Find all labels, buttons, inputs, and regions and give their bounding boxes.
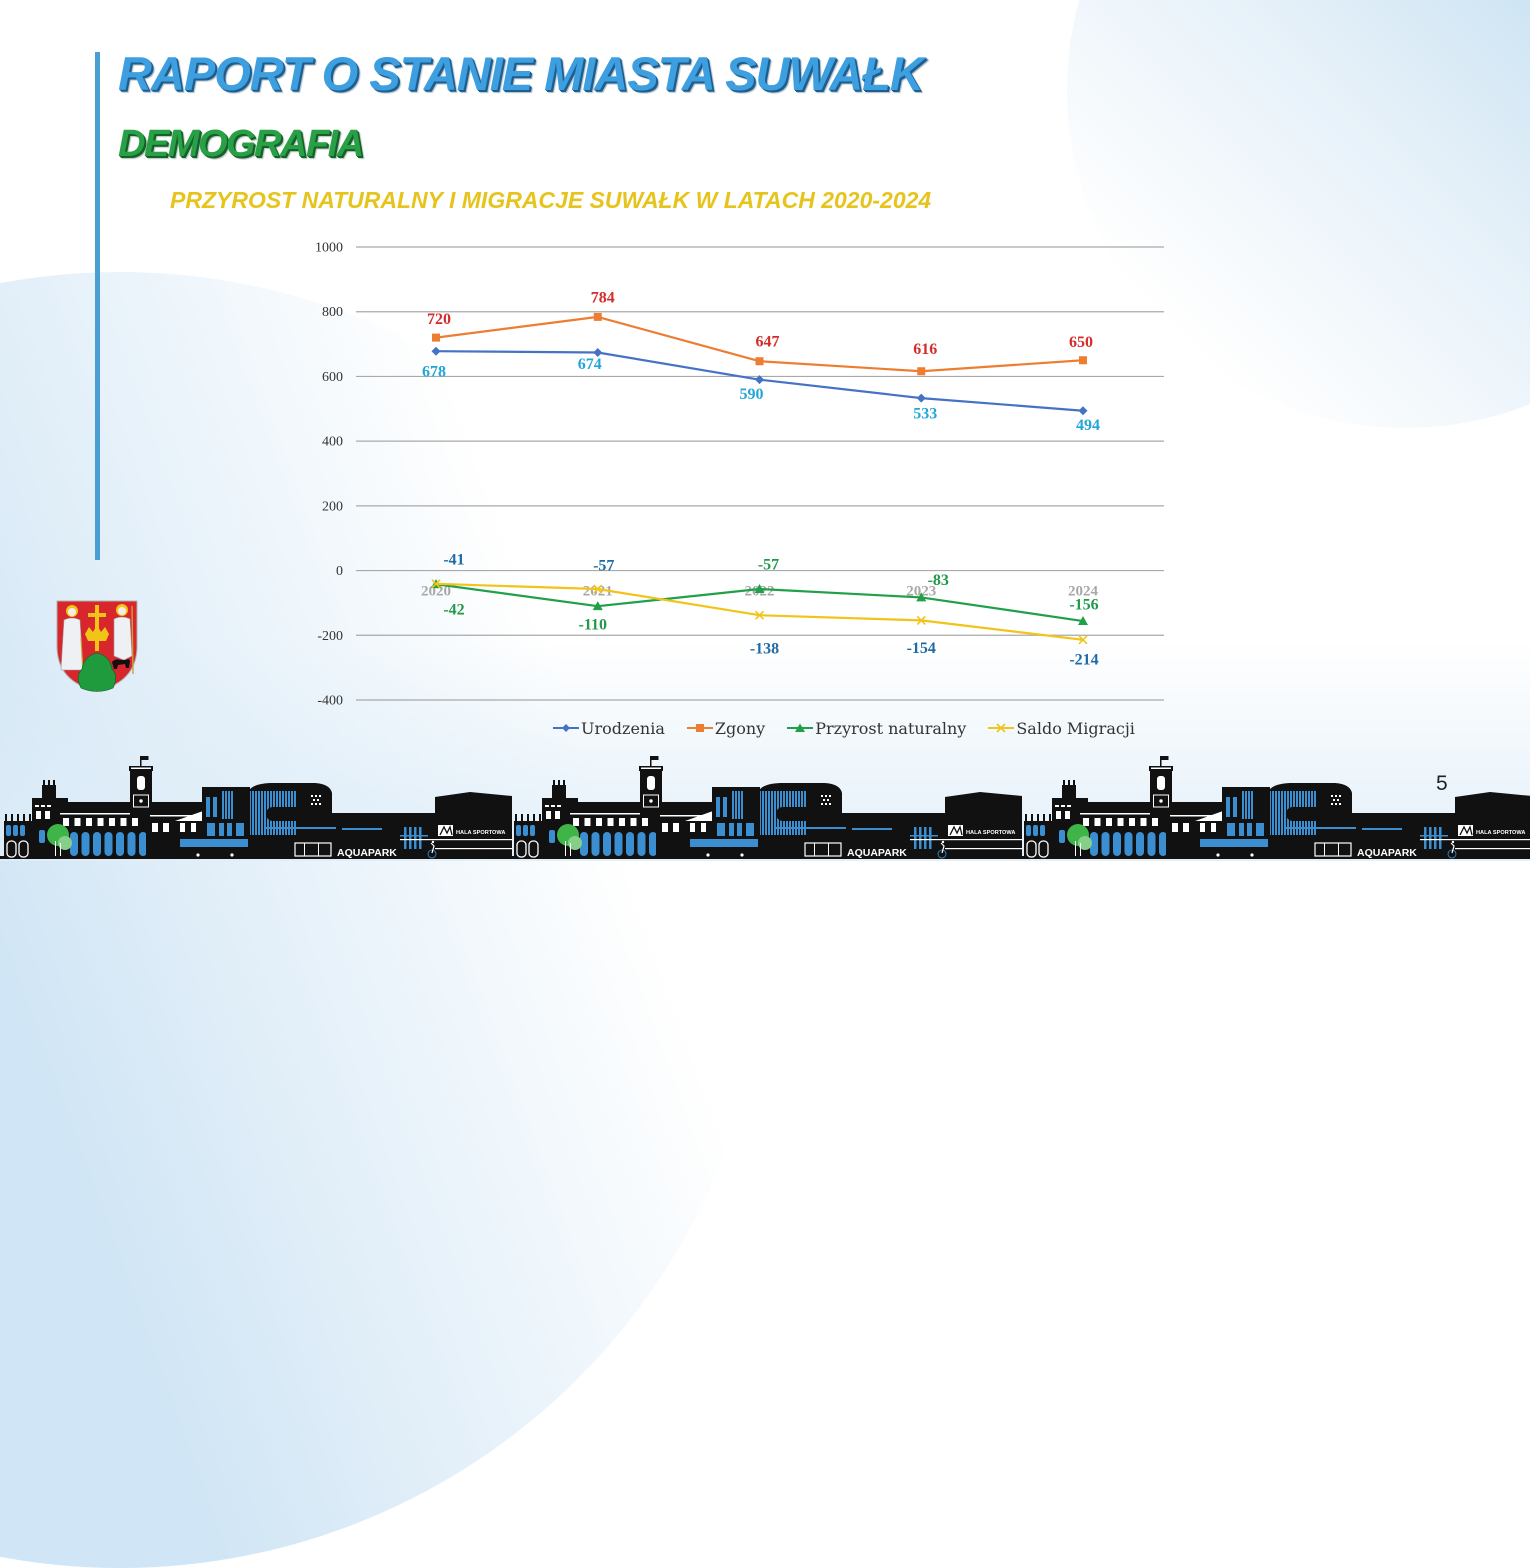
y-tick-label: 400	[322, 435, 343, 450]
building-left-crenellated	[4, 814, 32, 858]
chart-data-labels: 678 674 590 533 494 720 784 647 616 650 -42 -110 -57…	[422, 289, 1100, 668]
data-point-zgony	[432, 333, 440, 342]
data-point-saldo-migracji	[593, 584, 603, 594]
y-tick-label: 200	[322, 499, 343, 514]
data-point-przyrost-naturalny	[1078, 616, 1088, 626]
data-point-zgony	[1079, 356, 1087, 365]
data-label-saldo-migracji: -41	[443, 551, 464, 568]
aquapark-label: AQUAPARK	[337, 847, 397, 859]
chart-gridlines	[356, 246, 1164, 701]
chart-legend: Urodzenia Zgony Przyrost naturalny Saldo…	[553, 716, 1135, 740]
dog-icon	[112, 659, 130, 669]
hill-icon	[77, 652, 117, 692]
section-title: DEMOGRAFIA	[118, 123, 364, 165]
flag-icon	[141, 756, 149, 760]
data-point-saldo-migracji	[916, 615, 926, 625]
data-point-przyrost-naturalny	[592, 601, 603, 611]
x-tick-label: 2023	[906, 584, 936, 600]
bus-icon	[177, 836, 257, 857]
data-label-przyrost-naturalny: -156	[1069, 597, 1098, 614]
slide-title: RAPORT O STANIE MIASTA SUWAŁK	[118, 47, 924, 100]
legend-label: Saldo Migracji	[1016, 718, 1135, 738]
skyline-tile	[509, 755, 1023, 860]
x-marker-icon	[988, 723, 1015, 733]
data-label-zgony: 650	[1069, 334, 1093, 351]
building-aquapark	[248, 783, 332, 857]
accent-bar	[95, 52, 100, 560]
chart-title: PRZYROST NATURALNY I MIGRACJE SUWAŁK W L…	[170, 187, 932, 213]
data-label-saldo-migracji: -154	[907, 640, 936, 657]
data-label-zgony: 647	[756, 334, 780, 351]
building-long-flat: AQUAPARK	[266, 813, 436, 859]
data-label-urodzenia: 533	[913, 406, 937, 423]
legend-label: Przyrost naturalny	[815, 718, 967, 738]
x-tick-label: 2020	[421, 584, 451, 600]
ground-line	[0, 856, 512, 859]
data-point-przyrost-naturalny	[916, 592, 927, 602]
crown-icon	[85, 625, 109, 641]
data-point-zgony	[917, 367, 926, 376]
sports-hall-label: HALA SPORTOWA	[456, 830, 505, 836]
y-tick-label: -200	[317, 629, 343, 644]
skyline-tile	[1019, 755, 1530, 860]
data-label-zgony: 720	[427, 311, 451, 328]
data-label-zgony: 784	[591, 289, 615, 306]
data-label-przyrost-naturalny: -83	[928, 572, 949, 589]
y-tick-label: 0	[336, 564, 343, 579]
legend-label: Urodzenia	[581, 718, 665, 738]
saint-figure-right-icon	[113, 604, 134, 675]
building-sports-hall: HALA SPORTOWA	[400, 792, 512, 859]
x-tick-label: 2024	[1068, 584, 1099, 600]
triangle-marker-icon	[787, 723, 814, 732]
legend-item-przyrost-naturalny: Przyrost naturalny	[787, 719, 966, 738]
x-axis-labels: 20202021202220232024	[421, 584, 1099, 600]
page-number: 5	[1436, 772, 1448, 795]
clock-icon	[139, 799, 143, 803]
data-point-urodzenia	[1078, 406, 1088, 416]
data-point-zgony	[593, 312, 602, 321]
data-label-saldo-migracji: -57	[593, 558, 614, 575]
data-point-zgony	[755, 357, 764, 366]
data-point-urodzenia	[916, 393, 926, 403]
legend-label: Zgony	[714, 718, 766, 738]
data-label-zgony: 616	[913, 341, 937, 358]
legend-item-zgony: Zgony	[686, 718, 766, 738]
data-point-przyrost-naturalny	[754, 584, 765, 594]
data-label-urodzenia: 590	[740, 386, 764, 403]
data-label-urodzenia: 678	[422, 364, 446, 381]
snowflake-icon	[311, 795, 321, 805]
diamond-marker-icon	[553, 724, 579, 732]
data-point-saldo-migracji	[431, 579, 441, 589]
data-point-saldo-migracji	[1078, 635, 1088, 645]
clock-tower	[129, 756, 153, 815]
x-tick-label: 2021	[583, 584, 613, 600]
data-label-saldo-migracji: -138	[750, 641, 779, 658]
building-town-hall	[57, 802, 150, 857]
skyline-tile: AQUAPARK HALA SPORTOWA	[0, 756, 512, 859]
data-point-urodzenia	[593, 347, 603, 357]
y-tick-label: 600	[322, 370, 343, 385]
coat-of-arms-emblem	[56, 600, 138, 692]
chart-series	[431, 312, 1088, 645]
y-tick-label: 1000	[315, 241, 343, 256]
data-point-urodzenia	[755, 375, 764, 385]
y-axis-labels: -400 -200 0 200 400 600 800 1000	[315, 241, 343, 709]
data-point-urodzenia	[431, 346, 441, 356]
legend-item-saldo-migracji: Saldo Migracji	[988, 719, 1135, 738]
data-label-przyrost-naturalny: -42	[443, 602, 464, 619]
data-label-przyrost-naturalny: -110	[579, 617, 607, 634]
data-label-saldo-migracji: -214	[1069, 651, 1098, 668]
y-tick-label: -400	[317, 694, 343, 709]
y-tick-label: 800	[322, 305, 343, 320]
square-marker-icon	[686, 724, 713, 732]
data-point-saldo-migracji	[754, 610, 765, 620]
tree-icon	[47, 824, 72, 856]
data-label-urodzenia: 674	[578, 356, 602, 373]
cyclist-icon	[427, 840, 437, 859]
data-label-przyrost-naturalny: -57	[758, 557, 779, 574]
data-label-urodzenia: 494	[1076, 417, 1100, 434]
legend-item-urodzenia: Urodzenia	[553, 719, 665, 738]
city-skyline: AQUAPARK HALA SPORTOWA	[0, 755, 1530, 860]
